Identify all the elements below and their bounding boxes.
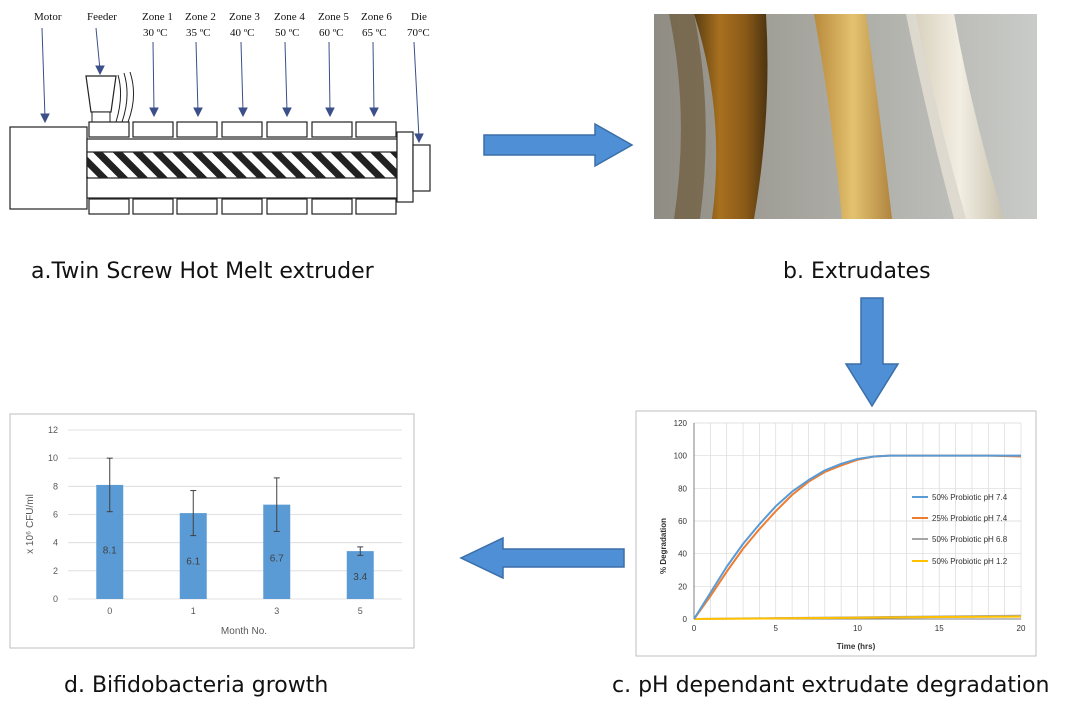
bar-chart-ytick: 10 xyxy=(48,453,58,463)
caption-b: b. Extrudates xyxy=(783,259,931,284)
line-chart-xtick: 5 xyxy=(774,624,779,633)
line-chart-ytick: 20 xyxy=(678,582,687,591)
bar-value-label: 3.4 xyxy=(353,572,367,583)
bar-chart-ytick: 2 xyxy=(53,566,58,576)
bar-value-label: 6.7 xyxy=(270,553,284,564)
extrudates-photo xyxy=(654,14,1037,219)
line-chart-ytick: 0 xyxy=(683,615,688,624)
zone-temp-label: 50 ºC xyxy=(275,27,300,39)
bar-value-label: 6.1 xyxy=(186,557,200,568)
motor-label: Motor xyxy=(34,11,62,23)
heater-block-top xyxy=(132,121,174,138)
line-chart-ytick: 40 xyxy=(678,550,687,559)
zone-temp-label: 60 ºC xyxy=(319,27,344,39)
line-chart-ytick: 80 xyxy=(678,484,687,493)
heater-block-top xyxy=(176,121,218,138)
bar-chart-xtick: 5 xyxy=(358,606,363,616)
legend-label: 50% Probiotic pH 7.4 xyxy=(932,493,1008,502)
feeder-hopper xyxy=(85,75,117,113)
legend-label: 50% Probiotic pH 1.2 xyxy=(932,557,1008,566)
zone-temp-label: 65 ºC xyxy=(362,27,387,39)
heater-block-bottom xyxy=(221,198,263,215)
bar-chart-ytick: 0 xyxy=(53,594,58,604)
line-chart-xlabel: Time (hrs) xyxy=(837,642,876,651)
heater-block-bottom xyxy=(132,198,174,215)
legend-label: 25% Probiotic pH 7.4 xyxy=(932,514,1008,523)
degradation-line-chart: 0 20 40 60 80 100 120 0 5 10 15 20 50% Probiotic pH… xyxy=(635,410,1037,657)
screw xyxy=(86,151,398,179)
bar-chart-xtick: 0 xyxy=(107,606,112,616)
bar-chart-ylabel: x 10⁶ CFU/ml xyxy=(25,494,36,554)
bifido-bar-chart: 8.1 6.1 6.7 3.4 0 2 4 6 8 10 12 0 1 3 5 Month No. x 1… xyxy=(9,413,415,649)
heater-block-top xyxy=(221,121,263,138)
bar-chart-xlabel: Month No. xyxy=(221,626,267,637)
die-temp-label: 70°C xyxy=(407,27,430,39)
heater-block-bottom xyxy=(176,198,218,215)
feeder-label: Feeder xyxy=(87,11,117,23)
zone-name-label: Zone 3 xyxy=(229,11,260,23)
heater-block-bottom xyxy=(355,198,397,215)
zone-name-label: Zone 6 xyxy=(361,11,392,23)
extrudate-strand-amber xyxy=(814,14,892,219)
zone-temp-label: 40 ºC xyxy=(230,27,255,39)
heater-block-top xyxy=(266,121,308,138)
bar-chart-ytick: 8 xyxy=(53,481,58,491)
line-chart-xtick: 0 xyxy=(692,624,697,633)
line-chart-xtick: 10 xyxy=(853,624,862,633)
flow-arrow-right xyxy=(483,122,634,168)
heater-block-bottom xyxy=(311,198,353,215)
zone-name-label: Zone 5 xyxy=(318,11,349,23)
line-chart-ytick: 120 xyxy=(674,419,688,428)
caption-a: a.Twin Screw Hot Melt extruder xyxy=(31,259,374,284)
extruder-diagram: Motor Feeder Die 70°C Zone 1 30 ºC Zone 2 3… xyxy=(9,11,431,215)
flow-arrow-left xyxy=(459,536,625,580)
heater-block-bottom xyxy=(266,198,308,215)
legend-label: 50% Probiotic pH 6.8 xyxy=(932,535,1008,544)
caption-c: c. pH dependant extrudate degradation xyxy=(612,673,1050,698)
bar-chart-xtick: 1 xyxy=(191,606,196,616)
bar-chart-ytick: 4 xyxy=(53,538,58,548)
line-series xyxy=(693,454,1021,620)
zone-name-label: Zone 4 xyxy=(274,11,305,23)
die-block xyxy=(396,131,414,203)
line-chart-ylabel: % Degradation xyxy=(659,518,668,574)
heater-block-top xyxy=(355,121,397,138)
bar xyxy=(346,551,374,599)
zone-temp-label: 30 ºC xyxy=(143,27,168,39)
die-label: Die xyxy=(411,11,427,23)
flow-arrow-down xyxy=(844,297,900,408)
extrudate-strand-dark xyxy=(694,14,768,219)
heater-block-bottom xyxy=(88,198,130,215)
bar-chart-ytick: 6 xyxy=(53,510,58,520)
pointer-arrows xyxy=(40,27,424,144)
bar-value-label: 8.1 xyxy=(103,545,117,556)
line-chart-ytick: 100 xyxy=(674,452,688,461)
bar-chart-xtick: 3 xyxy=(274,606,279,616)
heater-block-top xyxy=(88,121,130,138)
line-chart-ytick: 60 xyxy=(678,517,687,526)
zone-temp-label: 35 ºC xyxy=(186,27,211,39)
heater-block-top xyxy=(311,121,353,138)
line-series xyxy=(693,615,1022,620)
extrudate-strand-white xyxy=(916,14,1004,219)
line-chart-xtick: 15 xyxy=(935,624,944,633)
bar-chart-ytick: 12 xyxy=(48,425,58,435)
caption-d: d. Bifidobacteria growth xyxy=(64,673,329,698)
motor-block xyxy=(9,126,88,210)
zone-name-label: Zone 1 xyxy=(142,11,173,23)
zone-name-label: Zone 2 xyxy=(185,11,216,23)
line-chart-xtick: 20 xyxy=(1017,624,1026,633)
